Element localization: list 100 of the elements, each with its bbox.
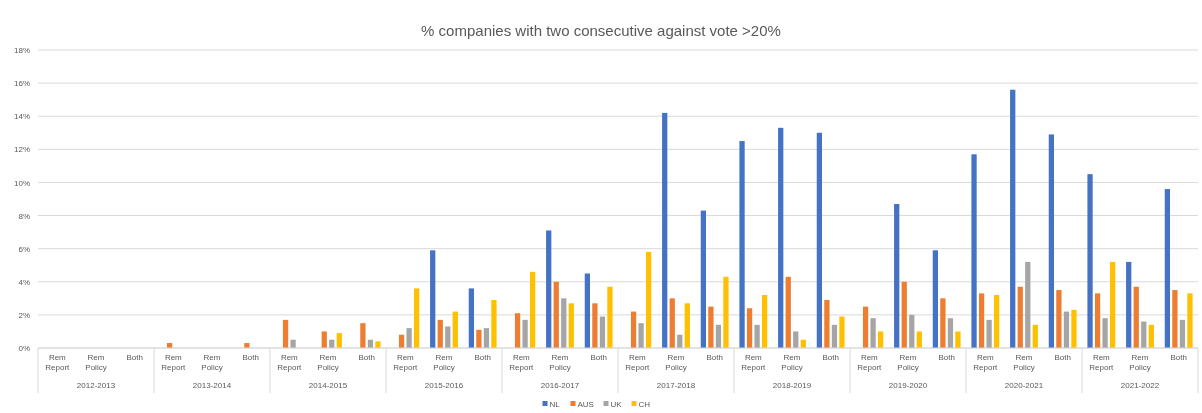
bar	[708, 306, 714, 348]
bar	[375, 341, 381, 348]
y-tick-label: 14%	[13, 112, 30, 122]
bar	[553, 281, 559, 348]
x-tick-label: Rem Policy	[85, 353, 107, 372]
x-tick-label: Rem Report	[45, 353, 71, 372]
bar	[445, 326, 451, 348]
bar	[244, 343, 250, 348]
bar	[894, 203, 900, 348]
x-tick-label: Both	[938, 353, 955, 362]
x-tick-label: Rem Report	[625, 353, 651, 372]
bar	[877, 331, 884, 348]
bar	[932, 250, 939, 348]
text: 2017-2018	[656, 381, 696, 390]
x-tick-label: Rem Policy	[433, 353, 455, 372]
legend-label: AUS	[577, 400, 594, 409]
text: 2020-2021	[1004, 381, 1044, 390]
bar	[1148, 324, 1154, 348]
bar	[1109, 261, 1116, 348]
bar	[413, 288, 420, 348]
bar	[816, 132, 823, 348]
x-tick-label: Rem Policy	[317, 353, 339, 372]
bar	[955, 331, 961, 348]
y-tick-label: 2%	[18, 310, 30, 320]
bar	[638, 323, 644, 348]
bar	[522, 319, 528, 348]
y-tick-label: 16%	[13, 79, 30, 89]
x-tick-label: Rem Report	[509, 353, 535, 372]
bar	[1032, 324, 1038, 348]
bar	[476, 329, 482, 348]
bar	[971, 154, 977, 348]
bar	[1071, 309, 1077, 348]
bar	[282, 319, 289, 348]
bar	[1102, 318, 1108, 348]
bar	[978, 293, 985, 348]
bar	[870, 318, 876, 348]
x-tick-label: Rem Policy	[1013, 353, 1035, 372]
bar	[761, 295, 768, 348]
bar	[700, 210, 707, 348]
y-tick-label: 4%	[18, 277, 30, 287]
text: 2016-2017	[540, 381, 580, 390]
bar	[1094, 293, 1101, 348]
x-tick-label: Rem Report	[277, 353, 303, 372]
bar	[684, 303, 690, 348]
bar	[630, 311, 637, 348]
legend-label: NL	[549, 400, 561, 409]
bar	[430, 250, 436, 348]
bar	[824, 299, 830, 348]
bar	[723, 276, 729, 348]
bar	[584, 273, 591, 348]
bar	[406, 328, 412, 348]
x-tick-label: Both	[590, 353, 607, 362]
x-tick-label: Both	[242, 353, 259, 362]
x-tick-label: Both	[474, 353, 491, 362]
bar	[452, 311, 458, 348]
bar	[491, 299, 497, 348]
x-tick-label: Rem Report	[973, 353, 999, 372]
bar	[607, 286, 613, 348]
x-tick-label: Both	[358, 353, 375, 362]
bar	[947, 318, 954, 348]
y-tick-label: 10%	[13, 178, 30, 188]
x-tick-label: Rem Report	[857, 353, 883, 372]
bar	[568, 303, 574, 348]
bar	[1017, 286, 1023, 348]
x-tick-label: Both	[1054, 353, 1071, 362]
y-tick-label: 6%	[18, 244, 30, 254]
bar	[993, 295, 1000, 348]
bar	[546, 230, 552, 348]
text: 2012-2013	[76, 381, 116, 390]
bar	[785, 276, 791, 348]
x-tick-label: Rem Report	[741, 353, 767, 372]
x-tick-label: Rem Policy	[781, 353, 803, 372]
text: 2015-2016	[424, 381, 464, 390]
bar	[1063, 311, 1070, 348]
bar	[1087, 174, 1093, 348]
bar	[831, 324, 838, 348]
bar	[437, 319, 443, 348]
bar	[1179, 319, 1186, 348]
bar	[739, 141, 745, 348]
bar	[1164, 189, 1171, 348]
bar	[662, 112, 668, 348]
text: 2014-2015	[308, 381, 348, 390]
text: 2013-2014	[192, 381, 232, 390]
bar	[336, 333, 342, 348]
bar	[1172, 290, 1178, 348]
bar	[746, 308, 753, 348]
bar	[321, 331, 327, 348]
bar	[1048, 134, 1055, 348]
bar	[360, 323, 366, 348]
bar	[940, 298, 946, 348]
y-tick-label: 18%	[13, 46, 30, 56]
bar	[778, 127, 784, 348]
bar	[599, 316, 606, 348]
x-tick-label: Rem Policy	[665, 353, 687, 372]
x-tick-label: Rem Policy	[1129, 353, 1151, 372]
bar	[901, 281, 907, 348]
x-tick-label: Both	[822, 353, 839, 362]
y-tick-label: 12%	[13, 145, 30, 155]
x-tick-label: Rem Report	[393, 353, 419, 372]
bar	[916, 331, 922, 348]
